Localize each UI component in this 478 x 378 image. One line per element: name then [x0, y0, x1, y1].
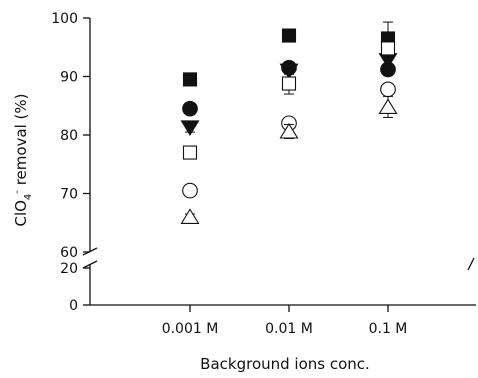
- data-point-square: [281, 76, 297, 91]
- right-break-mark: [467, 257, 475, 271]
- data-point-triangle-down: [180, 120, 200, 136]
- data-point-square: [281, 28, 297, 43]
- x-tick-label: 0.01 M: [265, 321, 313, 337]
- y-ticks: 60 70 80 90 100 0 20: [51, 11, 90, 314]
- data-point-circle: [182, 182, 198, 199]
- y-tick-label: 60: [60, 245, 78, 261]
- y-tick-label: 0: [69, 298, 78, 314]
- data-point-square: [380, 41, 396, 56]
- y-axis-title-superscript: -: [12, 190, 23, 194]
- y-axis-title-subscript: 4: [23, 194, 34, 200]
- y-tick-label: 80: [60, 128, 78, 144]
- data-marks: [180, 21, 398, 224]
- data-point-circle: [380, 81, 396, 98]
- data-point-circle: [182, 100, 198, 117]
- y-tick-label: 70: [60, 187, 78, 203]
- x-axis-title: Background ions conc.: [200, 355, 370, 373]
- data-point-triangle-up: [378, 98, 398, 114]
- axes: [82, 18, 476, 306]
- data-point-square: [182, 145, 198, 160]
- x-tick-label: 0.1 M: [369, 321, 408, 337]
- y-axis-title-prefix: ClO: [12, 200, 30, 226]
- x-ticks: 0.001 M 0.01 M 0.1 M: [162, 305, 408, 337]
- y-tick-label: 100: [51, 11, 78, 27]
- data-point-triangle-up: [180, 208, 200, 224]
- y-tick-label: 90: [60, 70, 78, 86]
- data-point-triangle-up: [279, 122, 299, 139]
- y-axis-title-suffix: removal (%): [12, 93, 30, 190]
- y-tick-label: 20: [60, 261, 78, 277]
- x-tick-label: 0.001 M: [162, 321, 219, 337]
- y-axis-break-mark: [82, 260, 98, 269]
- data-point-square: [182, 72, 198, 87]
- y-axis-title: ClO4- removal (%): [12, 93, 34, 226]
- data-point-triangle-down: [279, 63, 299, 80]
